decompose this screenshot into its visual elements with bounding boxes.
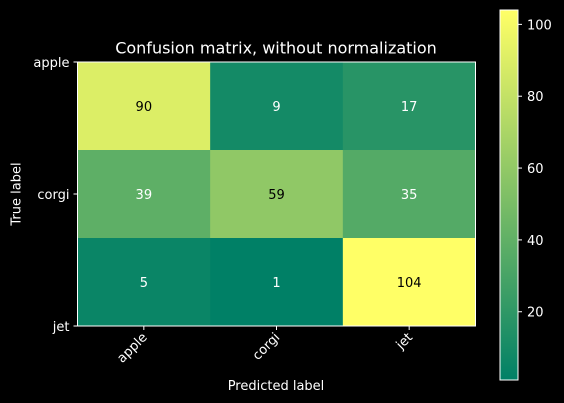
colorbar-tick-label: 80 [527, 90, 544, 105]
cell-value-label: 35 [401, 188, 418, 203]
heatmap-value-labels: 90 9 17 39 59 35 5 1 104 [136, 100, 422, 291]
heatmap-cell-jet-corgi [210, 238, 344, 327]
cell-value-label: 59 [268, 188, 285, 203]
colorbar-tick-label: 100 [527, 18, 552, 33]
chart-title: Confusion matrix, without normalization [115, 39, 437, 58]
cell-value-label: 90 [136, 100, 153, 115]
colorbar-axis: 20 40 60 80 100 [518, 18, 552, 321]
cell-value-label: 5 [140, 276, 148, 291]
colorbar-tick-label: 60 [527, 162, 544, 177]
y-tick-label: jet [52, 320, 70, 335]
cell-value-label: 9 [272, 100, 280, 115]
heatmap-cell-corgi-apple [77, 150, 211, 239]
colorbar [499, 9, 519, 381]
colorbar-tick-label: 20 [527, 306, 544, 321]
colorbar-tick-label: 40 [527, 234, 544, 249]
y-tick-label: apple [33, 56, 69, 71]
heatmap-cell-apple-corgi [210, 62, 344, 151]
heatmap-cell-jet-jet [342, 238, 476, 327]
x-axis-label: Predicted label [228, 379, 325, 394]
cell-value-label: 17 [401, 100, 418, 115]
heatmap-cell-apple-jet [342, 62, 476, 151]
heatmap-cell-corgi-corgi [210, 150, 344, 239]
y-tick-label: corgi [37, 188, 69, 203]
y-axis: apple corgi jet [33, 56, 78, 335]
heatmap-cells [77, 62, 476, 327]
cell-value-label: 39 [136, 188, 153, 203]
cell-value-label: 1 [272, 276, 280, 291]
y-axis-label: True label [10, 162, 25, 226]
heatmap-cell-corgi-jet [342, 150, 476, 239]
heatmap-cell-jet-apple [77, 238, 211, 327]
heatmap-cell-apple-apple [77, 62, 211, 151]
cell-value-label: 104 [397, 276, 422, 291]
